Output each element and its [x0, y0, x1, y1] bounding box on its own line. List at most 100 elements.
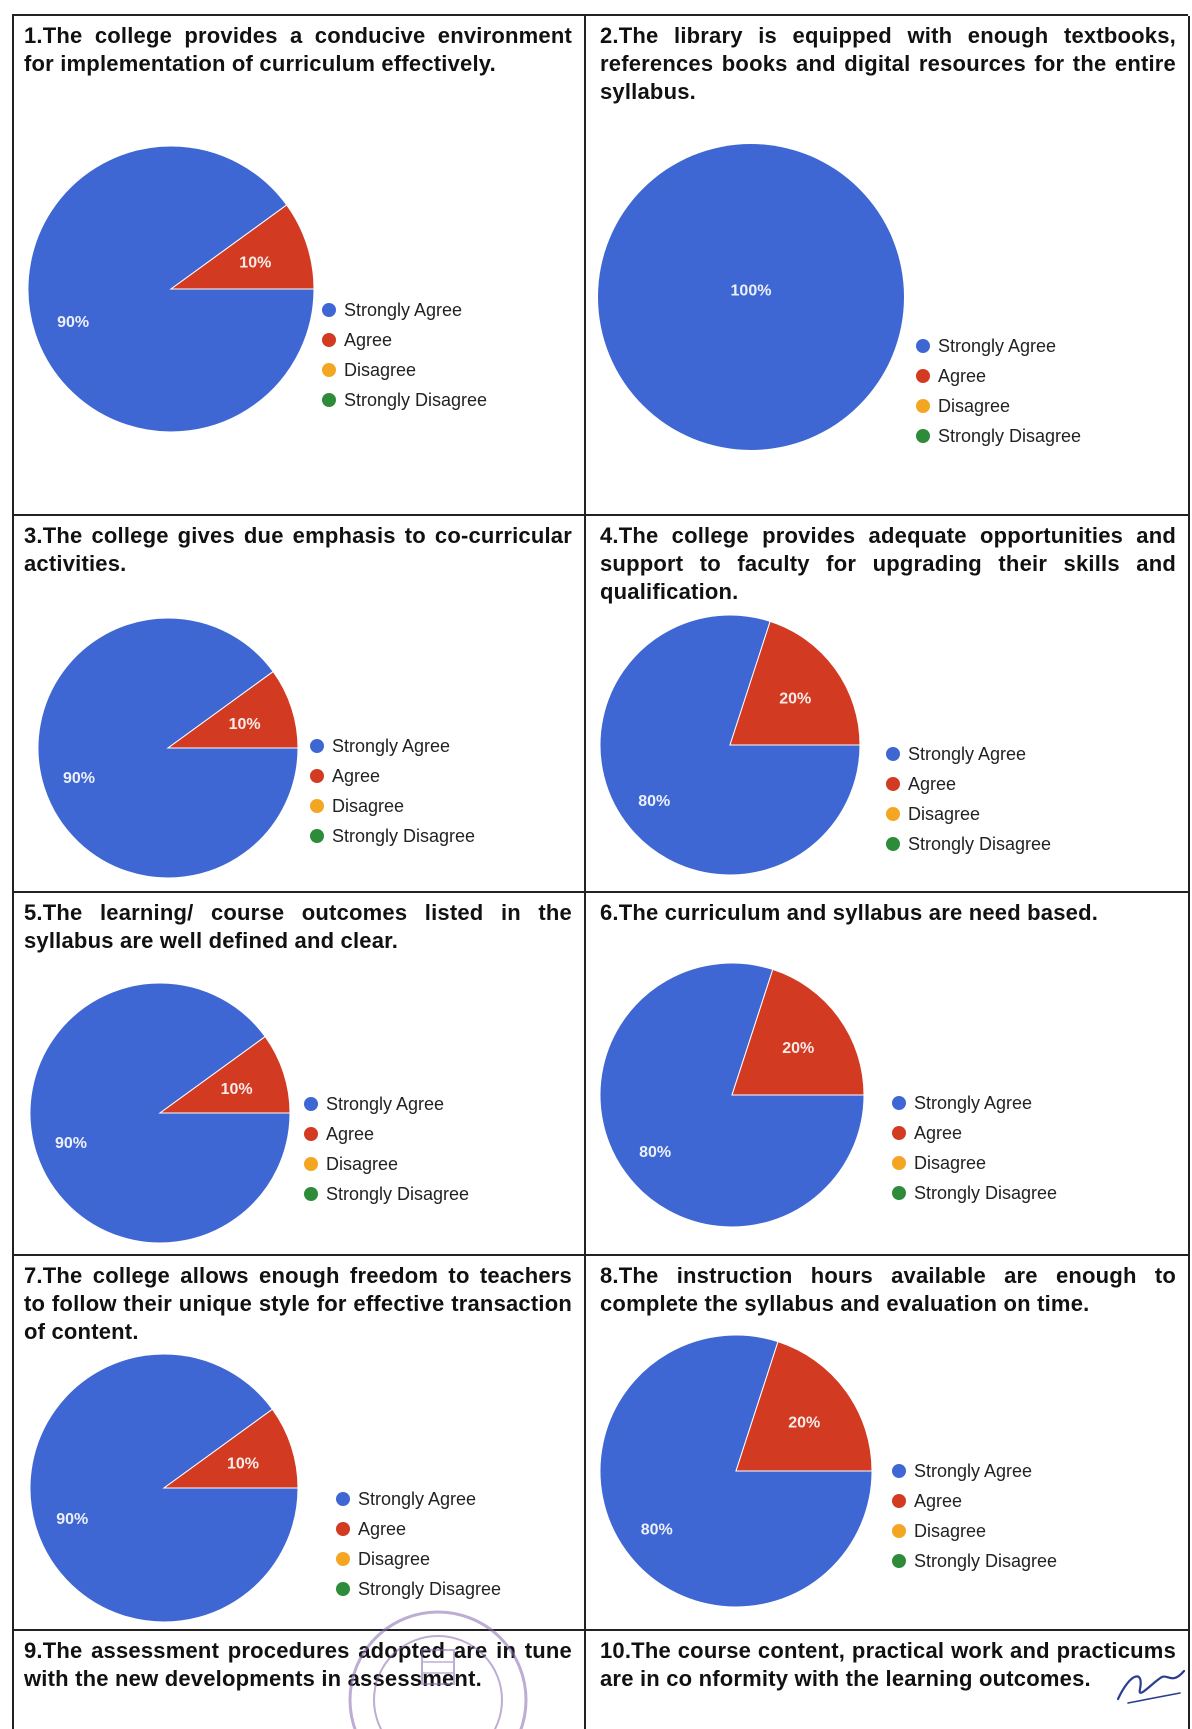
pie-slice-label: 80% — [638, 793, 670, 810]
question-text-5: 5.The learning/ course outcomes listed i… — [24, 900, 572, 953]
pie-slice-strongly-agree — [598, 144, 904, 450]
pie-slice-agree — [731, 968, 865, 1096]
legend-swatch-icon — [310, 739, 324, 753]
legend-swatch-icon — [304, 1157, 318, 1171]
question-text-3: 3.The college gives due emphasis to co-c… — [24, 523, 572, 576]
pie-slice-label: 20% — [779, 691, 811, 708]
pie-chart-5: 90% 10% — [29, 982, 291, 1244]
legend-swatch-icon — [322, 303, 336, 317]
legend-swatch-icon — [336, 1522, 350, 1536]
pie-slice-label: 90% — [63, 770, 95, 787]
question-text-8: 8.The instruction hours available are en… — [600, 1263, 1176, 1316]
legend-item-disagree: Disagree — [916, 391, 1081, 421]
question-cell-9: 9.The assessment procedures adopted are … — [14, 1631, 586, 1729]
question-cell-7: 7.The college allows enough freedom to t… — [14, 1256, 586, 1631]
legend-item-agree: Agree — [310, 761, 475, 791]
legend-swatch-icon — [322, 393, 336, 407]
legend-item-strongly-agree: Strongly Agree — [310, 731, 475, 761]
pie-slice-label: 10% — [239, 255, 271, 272]
pie-slice-label: 80% — [639, 1144, 671, 1161]
legend-swatch-icon — [886, 807, 900, 821]
question-text-1: 1.The college provides a conducive envir… — [24, 23, 572, 76]
legend-item-agree: Agree — [304, 1119, 469, 1149]
pie-slice-label: 10% — [221, 1081, 253, 1098]
legend-item-strongly-agree: Strongly Agree — [916, 331, 1081, 361]
legend-item-strongly-agree: Strongly Agree — [892, 1456, 1057, 1486]
legend-swatch-icon — [336, 1492, 350, 1506]
legend-3: Strongly Agree Agree Disagree Strongly D… — [310, 731, 475, 851]
question-text-4: 4.The college provides adequate opportun… — [600, 523, 1176, 604]
pie-chart-6: 80% 20% — [599, 962, 865, 1228]
legend-1: Strongly Agree Agree Disagree Strongly D… — [322, 295, 487, 415]
pie-slice-label: 10% — [227, 1455, 259, 1472]
legend-swatch-icon — [886, 747, 900, 761]
pie-chart-7: 90% 10% — [29, 1353, 299, 1623]
legend-swatch-icon — [892, 1186, 906, 1200]
pie-chart-1: 90% 10% — [27, 145, 315, 433]
pie-chart-8: 80% 20% — [599, 1334, 873, 1608]
legend-item-agree: Agree — [892, 1486, 1057, 1516]
pie-slice-label: 90% — [55, 1135, 87, 1152]
legend-7: Strongly Agree Agree Disagree Strongly D… — [336, 1484, 501, 1604]
legend-swatch-icon — [322, 333, 336, 347]
legend-swatch-icon — [304, 1187, 318, 1201]
pie-slice-label: 90% — [57, 314, 89, 331]
pie-slice-label: 80% — [641, 1522, 673, 1539]
pie-slice-label: 100% — [731, 282, 772, 299]
pie-slice-agree — [169, 204, 315, 290]
legend-item-disagree: Disagree — [336, 1544, 501, 1574]
pie-slice-label: 20% — [782, 1040, 814, 1057]
pie-slice-label: 10% — [229, 716, 261, 733]
legend-item-disagree: Disagree — [322, 355, 487, 385]
legend-item-agree: Agree — [886, 769, 1051, 799]
legend-swatch-icon — [886, 837, 900, 851]
legend-item-strongly-disagree: Strongly Disagree — [322, 385, 487, 415]
legend-item-agree: Agree — [892, 1118, 1057, 1148]
legend-item-strongly-agree: Strongly Agree — [336, 1484, 501, 1514]
legend-swatch-icon — [892, 1554, 906, 1568]
legend-swatch-icon — [310, 829, 324, 843]
legend-item-strongly-agree: Strongly Agree — [892, 1088, 1057, 1118]
legend-6: Strongly Agree Agree Disagree Strongly D… — [892, 1088, 1057, 1208]
question-cell-2: 2.The library is equipped with enough te… — [586, 16, 1190, 516]
legend-item-strongly-disagree: Strongly Disagree — [336, 1574, 501, 1604]
legend-item-disagree: Disagree — [892, 1516, 1057, 1546]
legend-swatch-icon — [916, 429, 930, 443]
legend-item-disagree: Disagree — [310, 791, 475, 821]
legend-item-disagree: Disagree — [892, 1148, 1057, 1178]
legend-item-agree: Agree — [916, 361, 1081, 391]
legend-item-disagree: Disagree — [304, 1149, 469, 1179]
pie-slice-agree — [162, 1408, 299, 1489]
legend-swatch-icon — [322, 363, 336, 377]
pie-slice-agree — [166, 670, 299, 749]
question-text-9: 9.The assessment procedures adopted are … — [24, 1638, 572, 1691]
legend-swatch-icon — [916, 369, 930, 383]
legend-swatch-icon — [892, 1126, 906, 1140]
legend-item-strongly-agree: Strongly Agree — [886, 739, 1051, 769]
legend-item-strongly-agree: Strongly Agree — [304, 1089, 469, 1119]
legend-swatch-icon — [886, 777, 900, 791]
legend-item-agree: Agree — [322, 325, 487, 355]
legend-item-strongly-agree: Strongly Agree — [322, 295, 487, 325]
legend-swatch-icon — [892, 1096, 906, 1110]
legend-swatch-icon — [916, 399, 930, 413]
question-cell-1: 1.The college provides a conducive envir… — [14, 16, 586, 516]
question-cell-10: 10.The course content, practical work an… — [586, 1631, 1190, 1729]
legend-swatch-icon — [892, 1464, 906, 1478]
legend-5: Strongly Agree Agree Disagree Strongly D… — [304, 1089, 469, 1209]
question-text-10: 10.The course content, practical work an… — [600, 1638, 1176, 1691]
question-cell-8: 8.The instruction hours available are en… — [586, 1256, 1190, 1631]
legend-swatch-icon — [310, 769, 324, 783]
question-cell-6: 6.The curriculum and syllabus are need b… — [586, 893, 1190, 1256]
question-cell-3: 3.The college gives due emphasis to co-c… — [14, 516, 586, 893]
pie-slice-agree — [735, 1341, 873, 1472]
legend-item-strongly-disagree: Strongly Disagree — [310, 821, 475, 851]
legend-swatch-icon — [892, 1156, 906, 1170]
pie-slice-label: 20% — [788, 1414, 820, 1431]
pie-slice-agree — [729, 620, 861, 746]
pie-slice-agree — [158, 1035, 291, 1114]
legend-8: Strongly Agree Agree Disagree Strongly D… — [892, 1456, 1057, 1576]
question-grid: 1.The college provides a conducive envir… — [14, 16, 1190, 1729]
pie-chart-3: 90% 10% — [37, 617, 299, 879]
legend-swatch-icon — [304, 1097, 318, 1111]
